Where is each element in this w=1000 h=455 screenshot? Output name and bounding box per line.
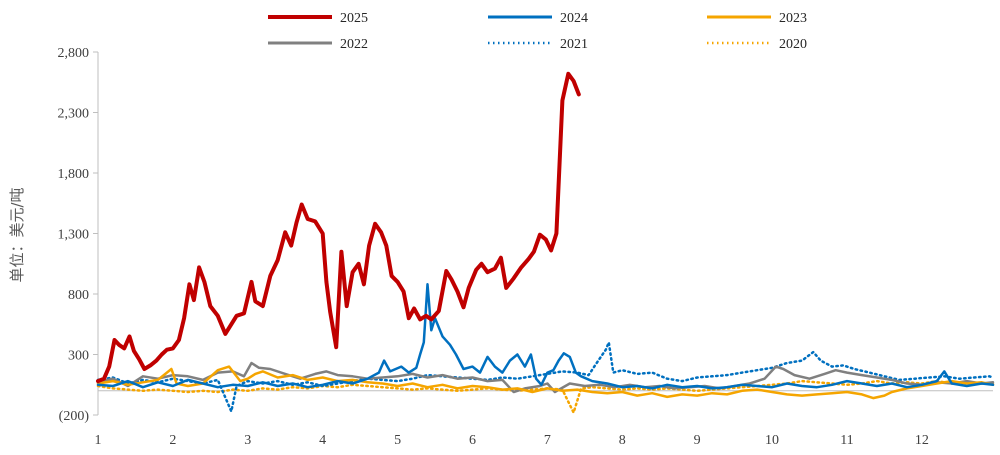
x-tick-label: 7 xyxy=(544,433,551,448)
x-tick-label: 12 xyxy=(915,433,929,448)
y-tick-label: 2,300 xyxy=(58,107,90,122)
x-tick-label: 9 xyxy=(694,433,701,448)
legend-label-2022: 2022 xyxy=(340,37,368,52)
x-tick-label: 5 xyxy=(394,433,401,448)
legend-label-2023: 2023 xyxy=(779,11,807,26)
legend-label-2024: 2024 xyxy=(560,11,588,26)
y-axis: (200) 300 800 1,300 1,800 2,300 2,800 xyxy=(58,46,99,424)
series-line-2023 xyxy=(96,365,995,400)
y-tick-label: 1,800 xyxy=(58,167,90,182)
y-axis-label: 单位：美元/吨 xyxy=(8,187,26,282)
x-tick-label: 8 xyxy=(619,433,626,448)
x-tick-label: 3 xyxy=(244,433,251,448)
x-tick-label: 4 xyxy=(319,433,326,448)
x-tick-label: 1 xyxy=(95,433,102,448)
y-tick-label: 300 xyxy=(68,349,89,364)
series-line-2024 xyxy=(96,283,995,390)
legend-label-2025: 2025 xyxy=(340,11,368,26)
y-tick-label: 2,800 xyxy=(58,46,90,61)
plot-area xyxy=(96,71,995,414)
legend: 2025 2024 2023 2022 2021 2020 xyxy=(268,11,807,52)
legend-label-2021: 2021 xyxy=(560,37,588,52)
legend-label-2020: 2020 xyxy=(779,37,807,52)
x-tick-label: 6 xyxy=(469,433,476,448)
x-tick-label: 2 xyxy=(169,433,176,448)
series-line-2025 xyxy=(96,71,581,384)
y-tick-label: (200) xyxy=(59,409,90,424)
x-tick-label: 10 xyxy=(765,433,779,448)
y-tick-label: 800 xyxy=(68,288,89,303)
x-axis: 1 2 3 4 5 6 7 8 9 10 11 12 xyxy=(95,390,993,448)
series-line-2022 xyxy=(96,361,995,394)
y-tick-label: 1,300 xyxy=(58,228,90,243)
x-tick-label: 11 xyxy=(840,433,853,448)
